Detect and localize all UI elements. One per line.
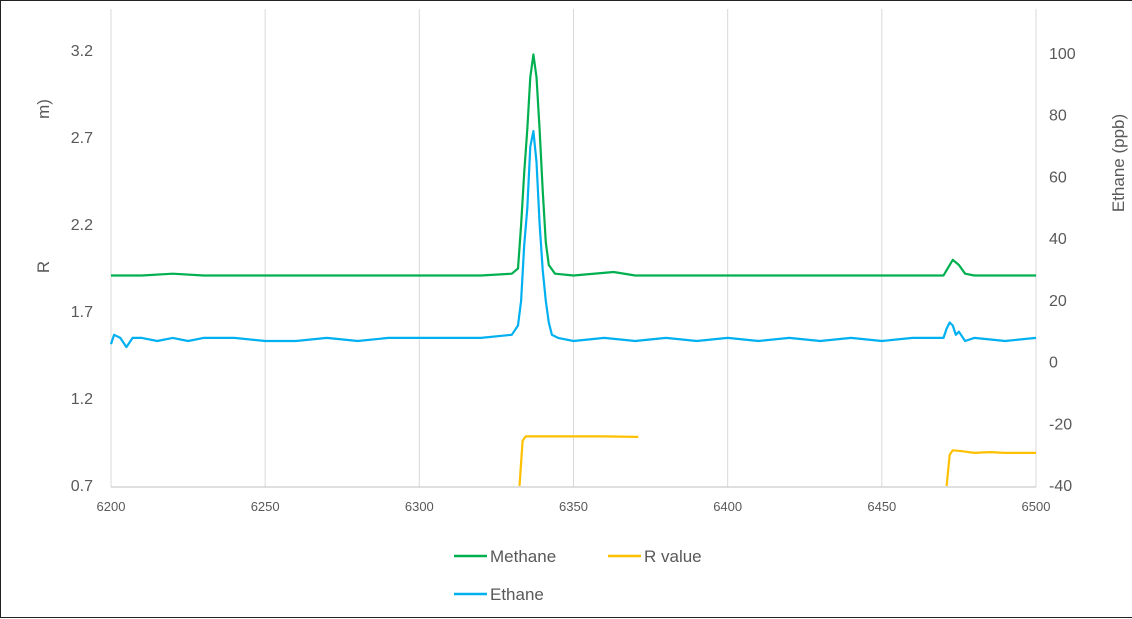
x-tick-label-6350: 6350 — [559, 499, 588, 514]
legend: Methane R value Ethane — [454, 547, 702, 604]
y-left-tick-label-2.7: 2.7 — [71, 130, 93, 147]
right-y-axis-label: Ethane (ppb) — [1109, 114, 1128, 212]
legend-label-r-value: R value — [644, 547, 702, 566]
legend-label-methane: Methane — [490, 547, 556, 566]
y-right-tick-label-40: 40 — [1049, 231, 1067, 248]
y-right-tick-label-80: 80 — [1049, 108, 1067, 125]
x-tick-label-6500: 6500 — [1022, 499, 1051, 514]
y-right-tick-label-0: 0 — [1049, 355, 1058, 372]
y-left-tick-label-3.2: 3.2 — [71, 43, 93, 60]
series-line-r-value-1 — [518, 435, 639, 487]
series-line-ethane — [109, 130, 1037, 349]
legend-item-ethane[interactable]: Ethane — [454, 585, 544, 604]
x-tick-label-6400: 6400 — [713, 499, 742, 514]
vertical-gridlines — [110, 9, 1037, 487]
legend-item-methane[interactable]: Methane — [454, 547, 556, 566]
y-left-tick-label-1.2: 1.2 — [71, 391, 93, 408]
y-right-tick-label-100: 100 — [1049, 46, 1076, 63]
y-right-tick-label--40: -40 — [1049, 478, 1072, 495]
series-line-methane — [111, 53, 1036, 277]
series-layer — [109, 53, 1037, 487]
y-left-tick-label-0.7: 0.7 — [71, 478, 93, 495]
x-tick-label-6450: 6450 — [867, 499, 896, 514]
x-tick-label-6200: 6200 — [97, 499, 126, 514]
right-y-axis-ticks: 100 80 60 40 20 0 -20 -40 — [1049, 46, 1076, 495]
x-tick-label-6250: 6250 — [251, 499, 280, 514]
series-line-r-value-2 — [945, 449, 1036, 487]
plot-area-border — [110, 9, 1037, 488]
y-right-tick-label-20: 20 — [1049, 293, 1067, 310]
y-right-tick-label--20: -20 — [1049, 416, 1072, 433]
y-right-tick-label-60: 60 — [1049, 169, 1067, 186]
x-axis-ticks: 6200 6250 6300 6350 6400 6450 6500 — [97, 499, 1051, 514]
left-y-axis-label-fragment-m: m) — [34, 99, 53, 119]
legend-label-ethane: Ethane — [490, 585, 544, 604]
y-left-tick-label-1.7: 1.7 — [71, 304, 93, 321]
x-tick-label-6300: 6300 — [405, 499, 434, 514]
legend-item-r-value[interactable]: R value — [608, 547, 702, 566]
y-left-tick-label-2.2: 2.2 — [71, 217, 93, 234]
left-y-axis-ticks: 3.2 2.7 2.2 1.7 1.2 0.7 — [71, 43, 93, 495]
left-y-axis-label-fragment-r: R — [34, 261, 53, 273]
